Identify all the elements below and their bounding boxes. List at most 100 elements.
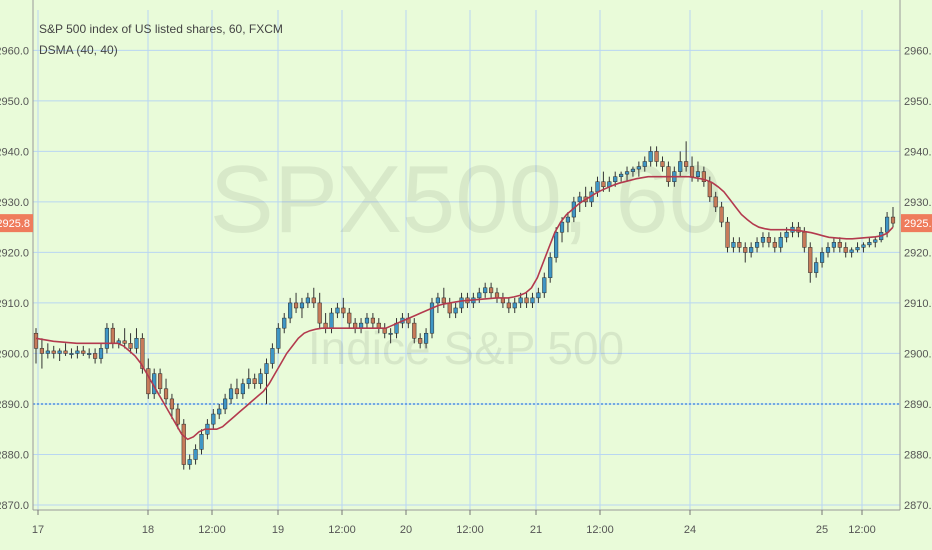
candle (530, 292, 535, 308)
candle-body (855, 247, 860, 251)
candle (814, 257, 819, 278)
candle (299, 297, 305, 319)
candle (435, 292, 440, 314)
x-tick-label: 12:00 (328, 524, 356, 536)
candle-body (429, 302, 435, 334)
candle-body (559, 221, 565, 233)
candle-body (193, 449, 198, 460)
candle-body (347, 312, 352, 324)
candle (146, 358, 151, 399)
candle-body (684, 161, 689, 167)
candle-body (512, 302, 517, 309)
y-tick-label-right: 2950.0 (904, 96, 932, 108)
y-tick-label-left: 2910.0 (0, 298, 29, 310)
candle (341, 297, 346, 319)
last-price-label-right: 2925.8 (904, 218, 932, 230)
candle (500, 292, 505, 308)
candle (654, 146, 659, 167)
candle-body (731, 242, 736, 248)
candle (87, 348, 92, 359)
candle (666, 161, 671, 187)
candle (193, 444, 198, 465)
candle (630, 166, 636, 177)
last-price-tag-left (0, 214, 33, 233)
candle (873, 237, 878, 248)
candle (867, 237, 872, 248)
candle-body (530, 297, 535, 304)
candle (701, 166, 706, 187)
x-tick-label: 17 (32, 524, 44, 536)
x-tick-label: 24 (684, 524, 696, 536)
dsma-polyline (35, 175, 894, 441)
y-tick-label-left: 2940.0 (0, 146, 29, 158)
candle-body (808, 247, 813, 273)
candle (305, 292, 310, 308)
candle-body (554, 231, 559, 258)
candle (104, 323, 110, 354)
candle-body (158, 373, 163, 390)
x-tick-label: 21 (530, 524, 542, 536)
candle (524, 292, 529, 308)
candle (819, 247, 825, 268)
candle-body (223, 398, 228, 410)
candle-body (601, 181, 606, 188)
candle-body (814, 262, 819, 273)
candle-body (819, 252, 825, 263)
candle-body (187, 459, 192, 465)
candle-body (122, 340, 127, 344)
candle-body (305, 297, 310, 304)
candle (98, 343, 104, 364)
candle-body (169, 398, 175, 410)
candle (849, 247, 854, 258)
candle (754, 237, 760, 253)
candle-body (293, 302, 299, 309)
candle (217, 403, 222, 420)
candle (619, 171, 624, 182)
candle (489, 282, 494, 298)
candle-body (246, 378, 251, 384)
candle-body (642, 161, 647, 167)
candle-body (595, 181, 600, 193)
candle-body (87, 353, 92, 355)
y-tick-label-right: 2930.0 (904, 197, 932, 209)
candle-body (33, 332, 39, 349)
candle-body (335, 307, 340, 314)
symbol-title[interactable]: S&P 500 index of US listed shares, 60, F… (39, 22, 283, 36)
candle (175, 403, 180, 430)
candle (453, 302, 458, 319)
dsma-line (35, 175, 894, 441)
x-tick-label: 18 (142, 524, 154, 536)
candle-body (140, 338, 145, 369)
candle-body (264, 363, 269, 374)
candle (855, 242, 860, 253)
y-tick-label-right: 2870.0 (904, 500, 932, 512)
candle (565, 212, 571, 233)
candle-body (370, 317, 375, 324)
y-tick-label-right: 2940.0 (904, 146, 932, 158)
candle (418, 333, 423, 349)
candle (187, 454, 192, 470)
y-tick-label-left: 2870.0 (0, 500, 29, 512)
candle-body (276, 327, 281, 349)
candle-body (737, 242, 742, 248)
candle-body (453, 307, 458, 314)
candle (75, 345, 80, 359)
candle-body (689, 166, 695, 177)
candle-body (181, 423, 186, 465)
last-price-label-left: 2925.8 (0, 218, 30, 230)
candle (825, 242, 831, 258)
candle-body (299, 302, 305, 309)
candle-body (802, 231, 807, 248)
candle-body (885, 216, 890, 233)
y-tick-label-right: 2900.0 (904, 348, 932, 360)
candle-body (418, 338, 423, 344)
candle-body (110, 327, 115, 344)
candle (282, 313, 287, 334)
candle-body (713, 196, 718, 208)
candle-body (678, 161, 683, 172)
candle-body (258, 373, 263, 384)
indicator-legend[interactable]: DSMA (40, 40) (39, 43, 118, 57)
candle-body (98, 348, 104, 359)
candle-body (630, 168, 636, 172)
